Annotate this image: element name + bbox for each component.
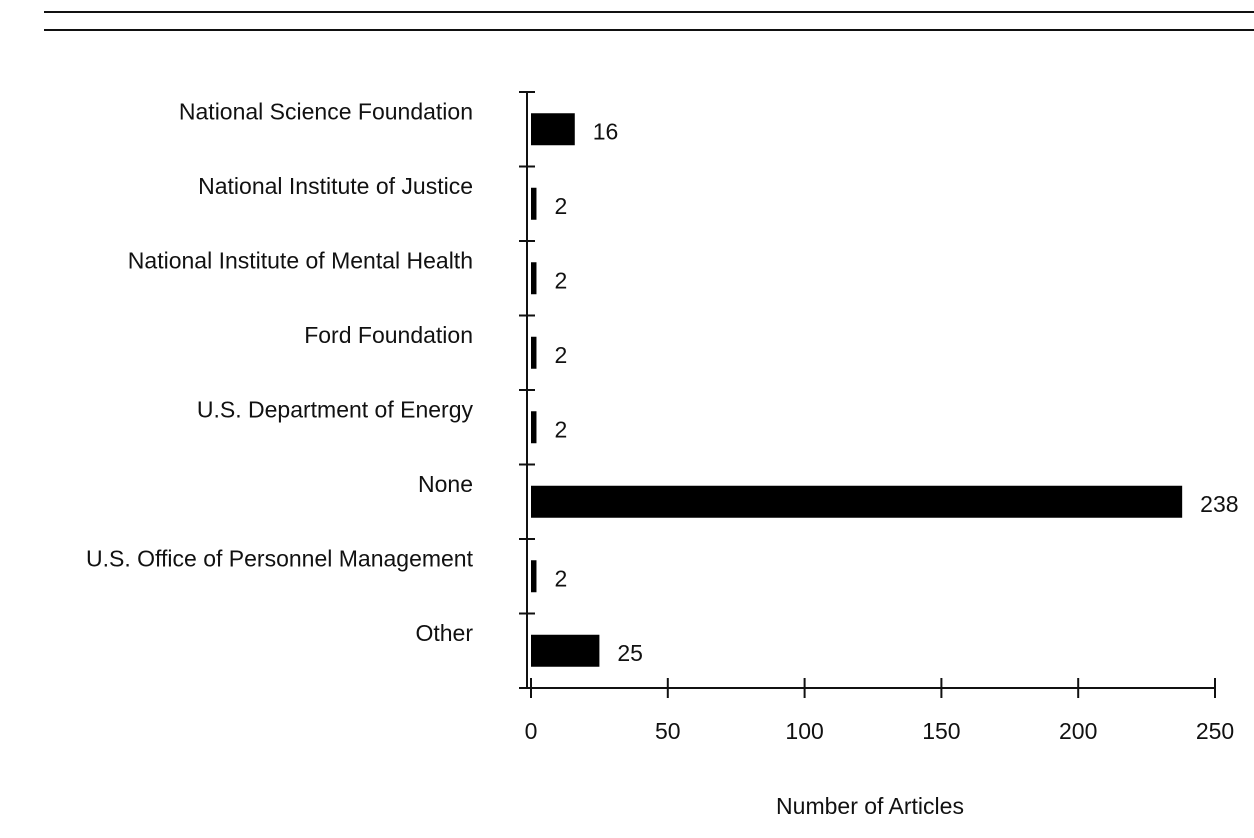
data-label: 16 <box>593 118 619 144</box>
data-label: 25 <box>617 640 643 666</box>
x-tick-label: 200 <box>1059 718 1097 744</box>
y-tick-label: U.S. Department of Energy <box>197 396 474 422</box>
y-tick-label: None <box>418 471 473 497</box>
y-tick-label: U.S. Office of Personnel Management <box>86 545 474 571</box>
data-label: 2 <box>554 416 567 442</box>
x-tick-label: 100 <box>785 718 823 744</box>
x-tick-label: 250 <box>1196 718 1234 744</box>
data-label: 2 <box>554 565 567 591</box>
data-label: 2 <box>554 193 567 219</box>
bar <box>531 187 537 220</box>
data-label: 2 <box>554 342 567 368</box>
x-axis-label: Number of Articles <box>776 793 964 819</box>
bar <box>531 560 537 593</box>
y-tick-label: Other <box>415 620 473 646</box>
x-tick-label: 50 <box>655 718 681 744</box>
bar <box>531 485 1183 518</box>
bar <box>531 262 537 295</box>
bar <box>531 113 575 146</box>
bar <box>531 411 537 444</box>
y-tick-label: National Institute of Justice <box>198 173 473 199</box>
x-tick-label: 0 <box>525 718 538 744</box>
y-tick-label: Ford Foundation <box>304 322 473 348</box>
y-tick-label: National Institute of Mental Health <box>128 247 473 273</box>
bar <box>531 336 537 369</box>
data-label: 238 <box>1200 491 1238 517</box>
y-tick-label: National Science Foundation <box>179 98 473 124</box>
data-label: 2 <box>554 267 567 293</box>
x-tick-label: 150 <box>922 718 960 744</box>
bar <box>531 634 600 667</box>
